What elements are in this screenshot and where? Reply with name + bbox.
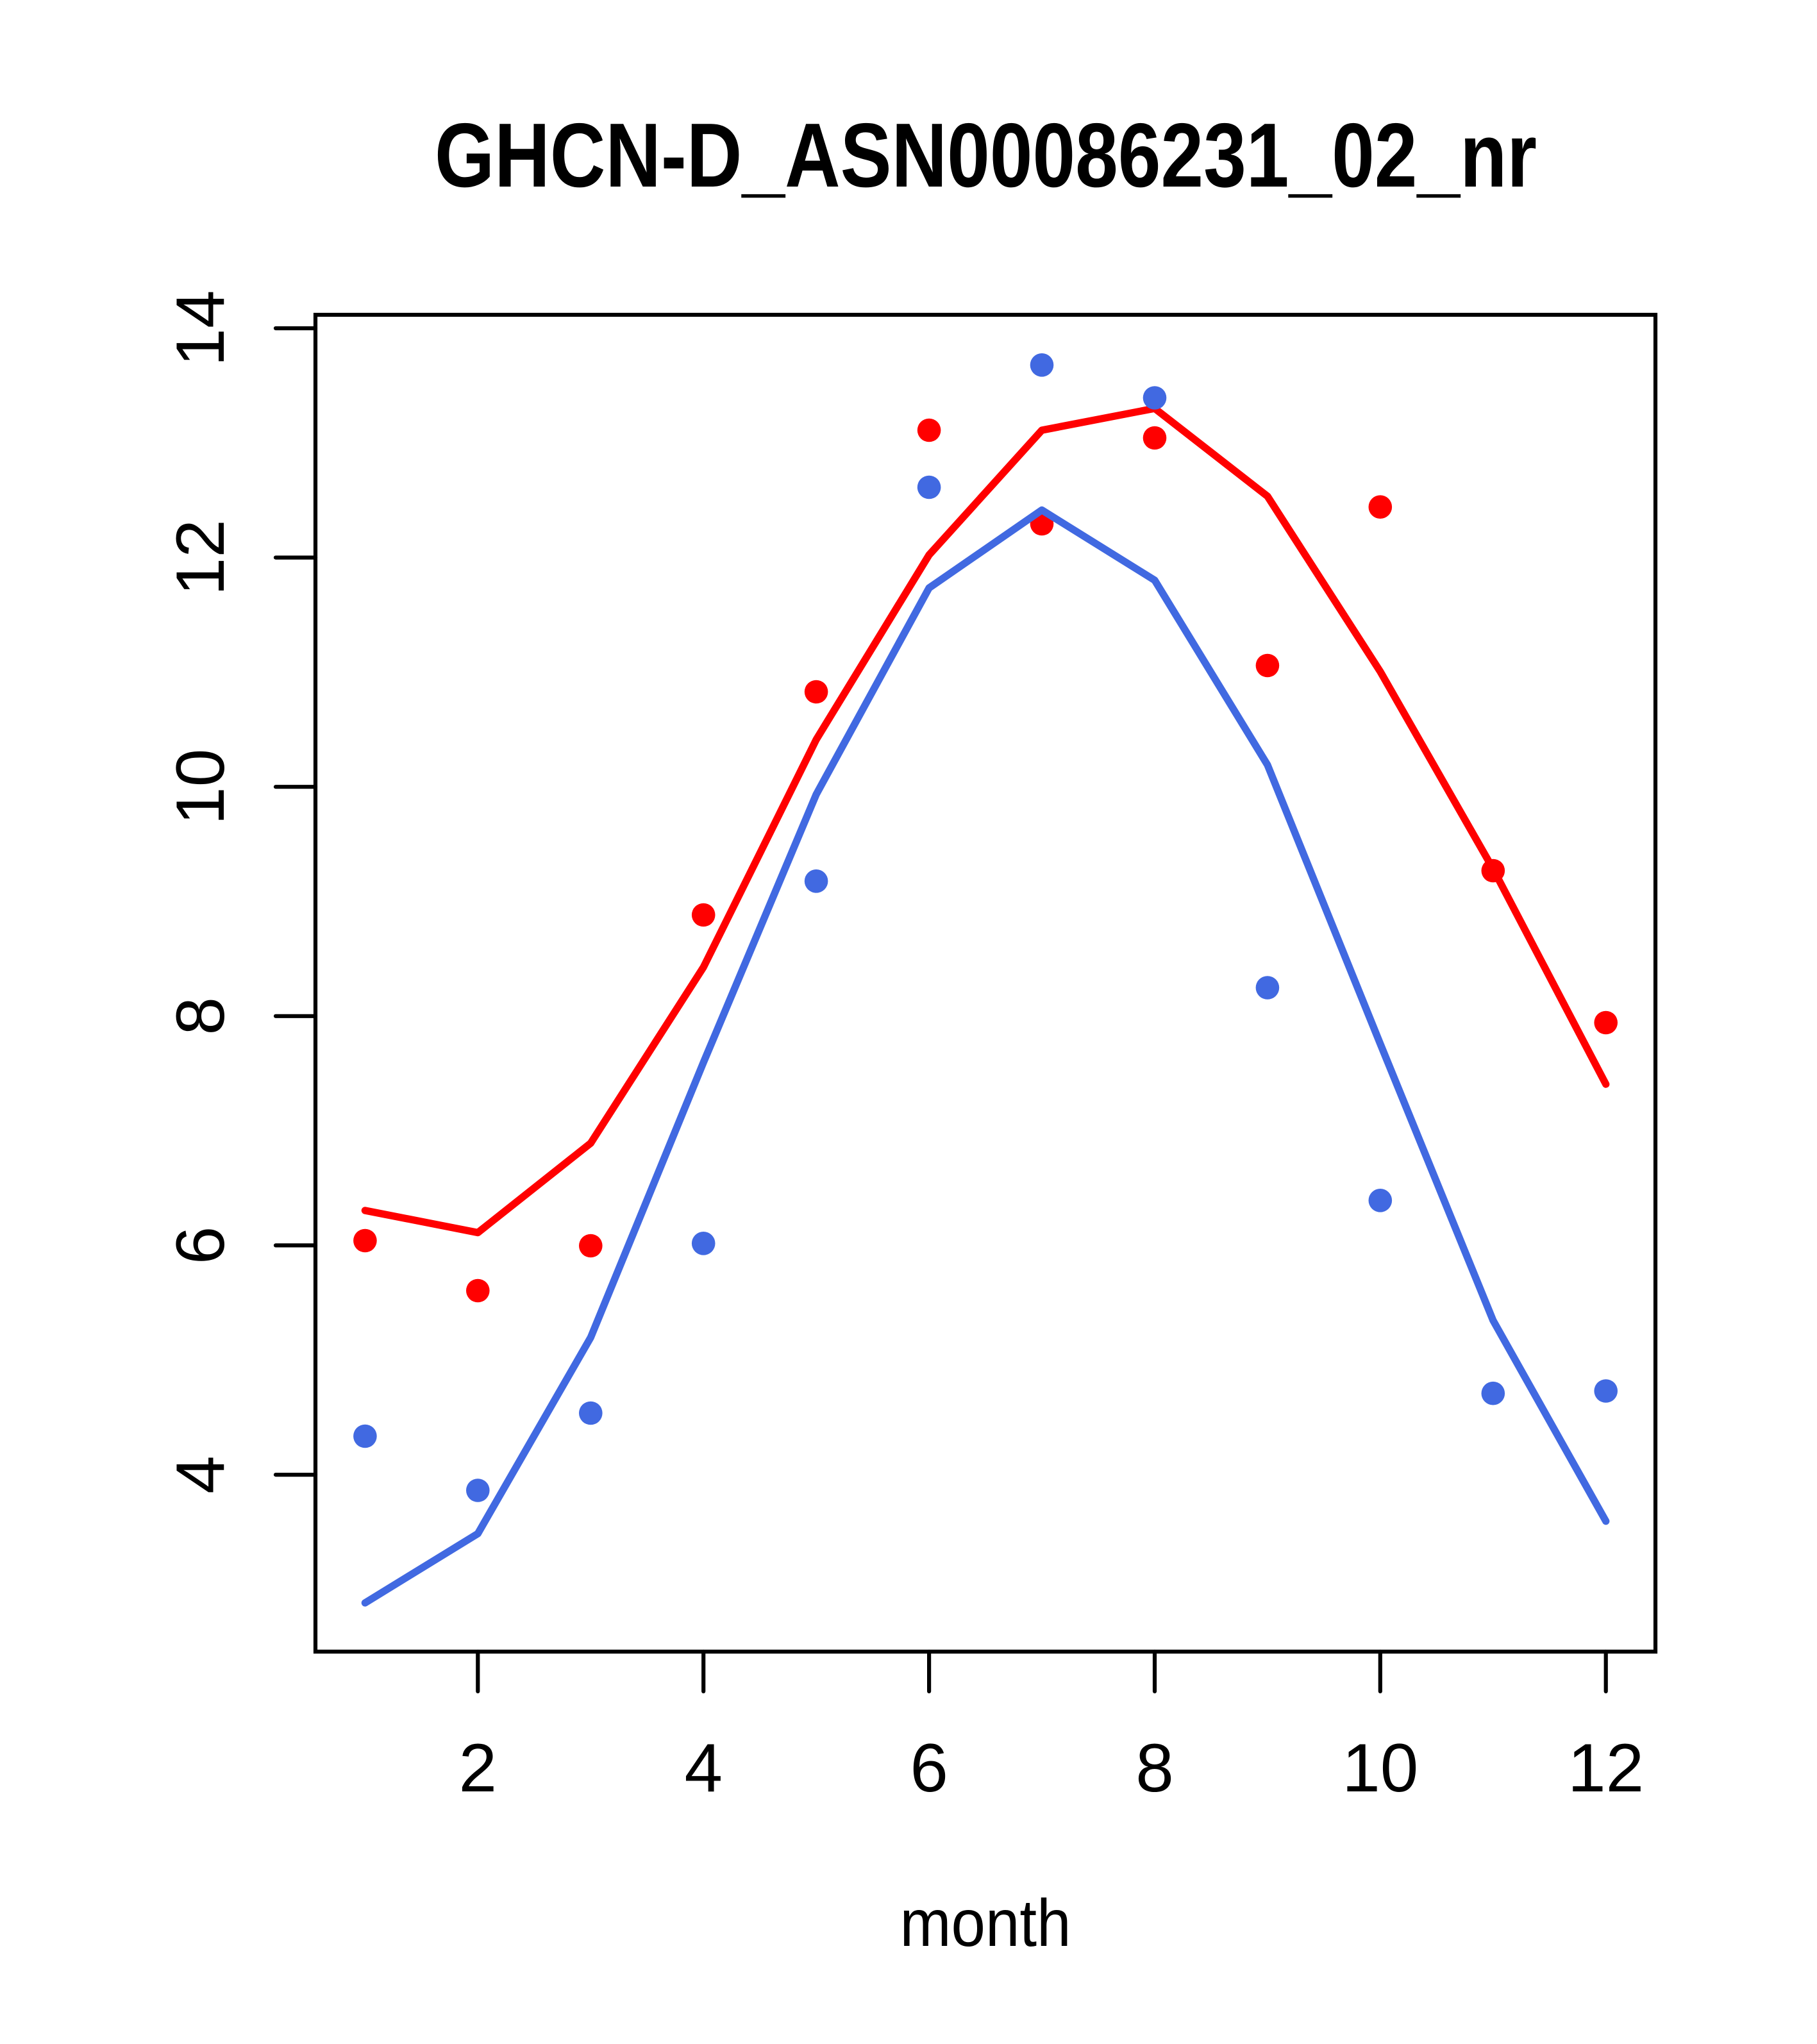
svg-text:2: 2: [459, 1729, 498, 1806]
svg-text:10: 10: [1342, 1729, 1418, 1806]
svg-text:4: 4: [162, 1455, 239, 1494]
svg-text:10: 10: [162, 749, 239, 825]
svg-text:6: 6: [162, 1227, 239, 1265]
svg-text:6: 6: [910, 1729, 948, 1806]
svg-text:14: 14: [162, 290, 239, 366]
svg-text:12: 12: [162, 519, 239, 596]
svg-text:12: 12: [1568, 1729, 1644, 1806]
svg-text:8: 8: [1135, 1729, 1174, 1806]
svg-text:8: 8: [162, 997, 239, 1035]
svg-text:GHCN-D_ASN00086231_02_nr: GHCN-D_ASN00086231_02_nr: [435, 105, 1537, 206]
svg-text:month: month: [900, 1886, 1071, 1961]
svg-text:4: 4: [684, 1729, 723, 1806]
